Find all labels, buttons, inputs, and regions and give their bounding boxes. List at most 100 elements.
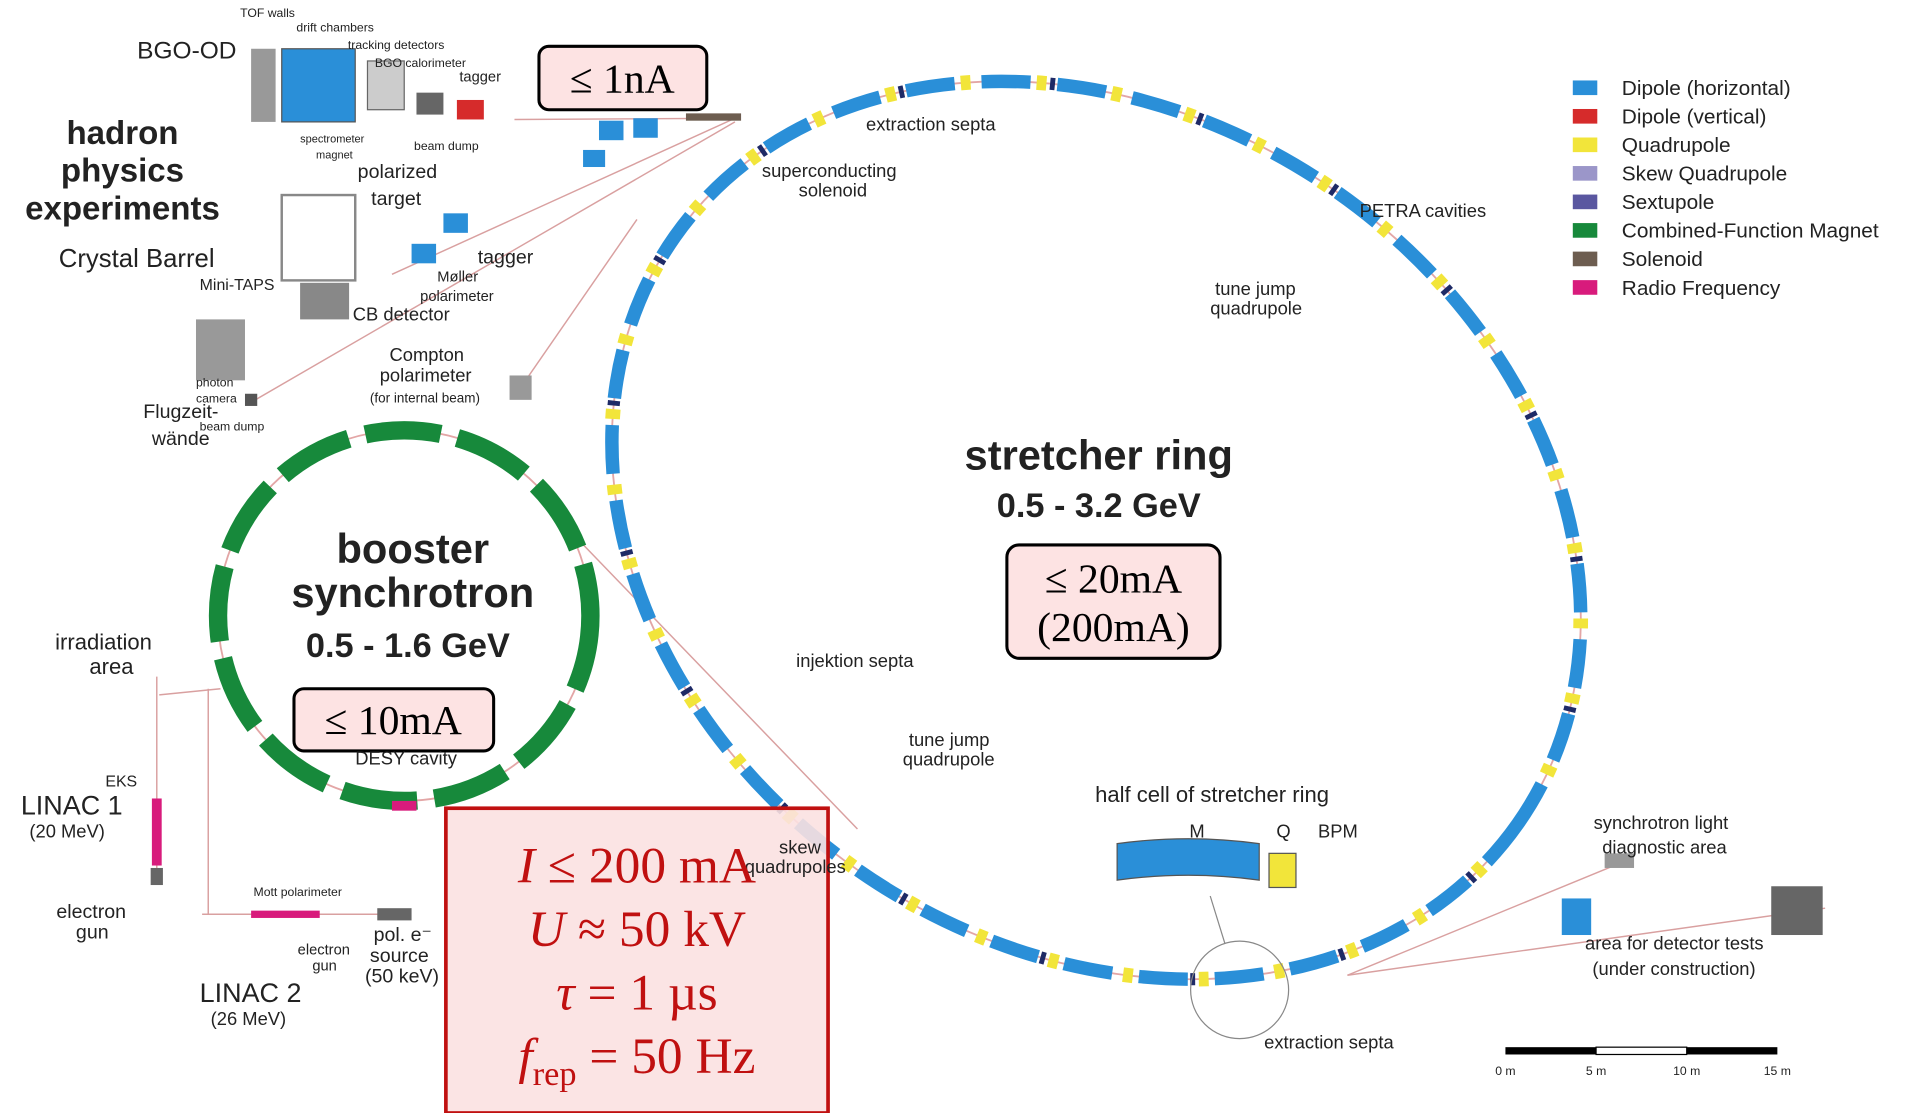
label: experiments [25,190,220,227]
legend-label: Solenoid [1622,248,1703,271]
legend-label: Sextupole [1622,191,1715,214]
label: (20 MeV) [29,821,104,842]
label: BGO calorimeter [375,56,466,70]
label: BGO-OD [137,38,236,65]
label: irradiation [55,630,152,655]
legend-swatch [1573,223,1597,238]
label: LINAC 1 [21,790,123,820]
label: stretcher ring [965,431,1233,478]
label: quadrupole [1210,298,1302,319]
legend-swatch [1573,280,1597,295]
label: quadrupoles [745,856,846,877]
current-limit: (200mA) [1037,604,1190,651]
label: extraction septa [1264,1031,1394,1052]
label: tracking detectors [348,38,445,52]
label: polarimeter [420,289,494,305]
label: Flugzeit- [143,401,218,423]
legend-swatch [1573,195,1597,210]
legend-label: Radio Frequency [1622,277,1781,300]
label: booster [336,525,489,572]
label: electron [298,943,350,959]
label: gun [312,958,337,974]
label: extraction septa [866,113,996,134]
label: gun [76,922,109,944]
label: Crystal Barrel [59,245,215,273]
label: pol. e⁻ [374,924,432,946]
legend-label: Combined-Function Magnet [1622,220,1879,243]
label: injektion septa [796,650,914,671]
label: M [1189,821,1204,842]
label: synchrotron light [1594,812,1729,833]
symbol: U [528,901,568,958]
page: {"labels":["BGO-OD","TOF walls","drift c… [0,0,1917,1113]
legend-label: Dipole (horizontal) [1622,77,1791,100]
label: beam dump [414,139,479,153]
label: electron [56,901,126,923]
label: LINAC 2 [200,978,302,1008]
label: polarimeter [380,365,472,386]
source-parameter: I ≤ 200 mA [517,838,756,895]
label: spectrometer [300,134,365,146]
value: = 50 Hz [577,1028,756,1085]
label: area [89,654,134,679]
legend-swatch [1573,109,1597,124]
current-limit: ≤ 10mA [325,697,462,743]
label: 0.5 - 3.2 GeV [997,487,1201,525]
label: Q [1276,821,1290,842]
value: ≈ 50 kV [565,901,746,958]
label: drift chambers [296,21,373,35]
label: PETRA cavities [1360,200,1487,221]
label: BPM [1318,821,1358,842]
legend-swatch [1573,252,1597,267]
legend-label: Skew Quadrupole [1622,163,1787,186]
label: Mott polarimeter [254,885,342,899]
label: Møller [437,270,478,286]
label: quadrupole [903,749,995,770]
label: Mini-TAPS [200,277,275,294]
label: area for detector tests [1585,933,1764,954]
symbol: τ [556,964,576,1021]
label: skew [779,836,822,857]
legend-swatch [1573,166,1597,181]
label: wände [151,428,210,450]
subscript: rep [533,1056,577,1093]
label: (for internal beam) [370,390,480,405]
label: half cell of stretcher ring [1095,782,1329,807]
label: tagger [478,246,534,268]
half-cell [1117,839,1296,1039]
label: 0.5 - 1.6 GeV [306,627,510,665]
label: Compton [390,344,464,365]
label: polarized [358,161,438,183]
label: superconducting [762,160,897,181]
scale-label: 10 m [1673,1064,1700,1078]
scale-label: 5 m [1586,1064,1606,1078]
label: target [371,188,422,210]
diagram: 0 m 5 m 10 m 15 m BGO-OD TOF wallsdrift cham… [0,0,1917,1113]
label: physics [61,152,184,189]
scale-label: 15 m [1764,1064,1791,1078]
label: (26 MeV) [211,1008,286,1029]
legend-swatch [1573,138,1597,153]
current-limit: ≤ 1nA [570,56,675,102]
label: magnet [316,149,353,161]
label: tune jump [1215,278,1296,299]
label: solenoid [799,179,867,200]
label: EKS [105,773,137,790]
value: = 1 µs [575,964,718,1021]
label: (under construction) [1592,958,1755,979]
label: TOF walls [240,6,295,20]
legend-label: Quadrupole [1622,134,1731,157]
source-parameter: τ = 1 µs [556,964,717,1021]
label: tune jump [909,729,990,750]
current-limit: ≤ 20mA [1045,556,1182,602]
label: DESY cavity [355,747,458,768]
label: tagger [459,70,501,86]
label: synchrotron [291,569,534,616]
scale-bar: 0 m 5 m 10 m 15 m [1495,1047,1791,1078]
label: hadron [66,114,178,151]
source-parameter: U ≈ 50 kV [528,901,746,958]
label: photon [196,375,233,389]
scale-label: 0 m [1495,1064,1515,1078]
legend-label: Dipole (vertical) [1622,106,1767,129]
value: ≤ 200 mA [535,838,756,895]
